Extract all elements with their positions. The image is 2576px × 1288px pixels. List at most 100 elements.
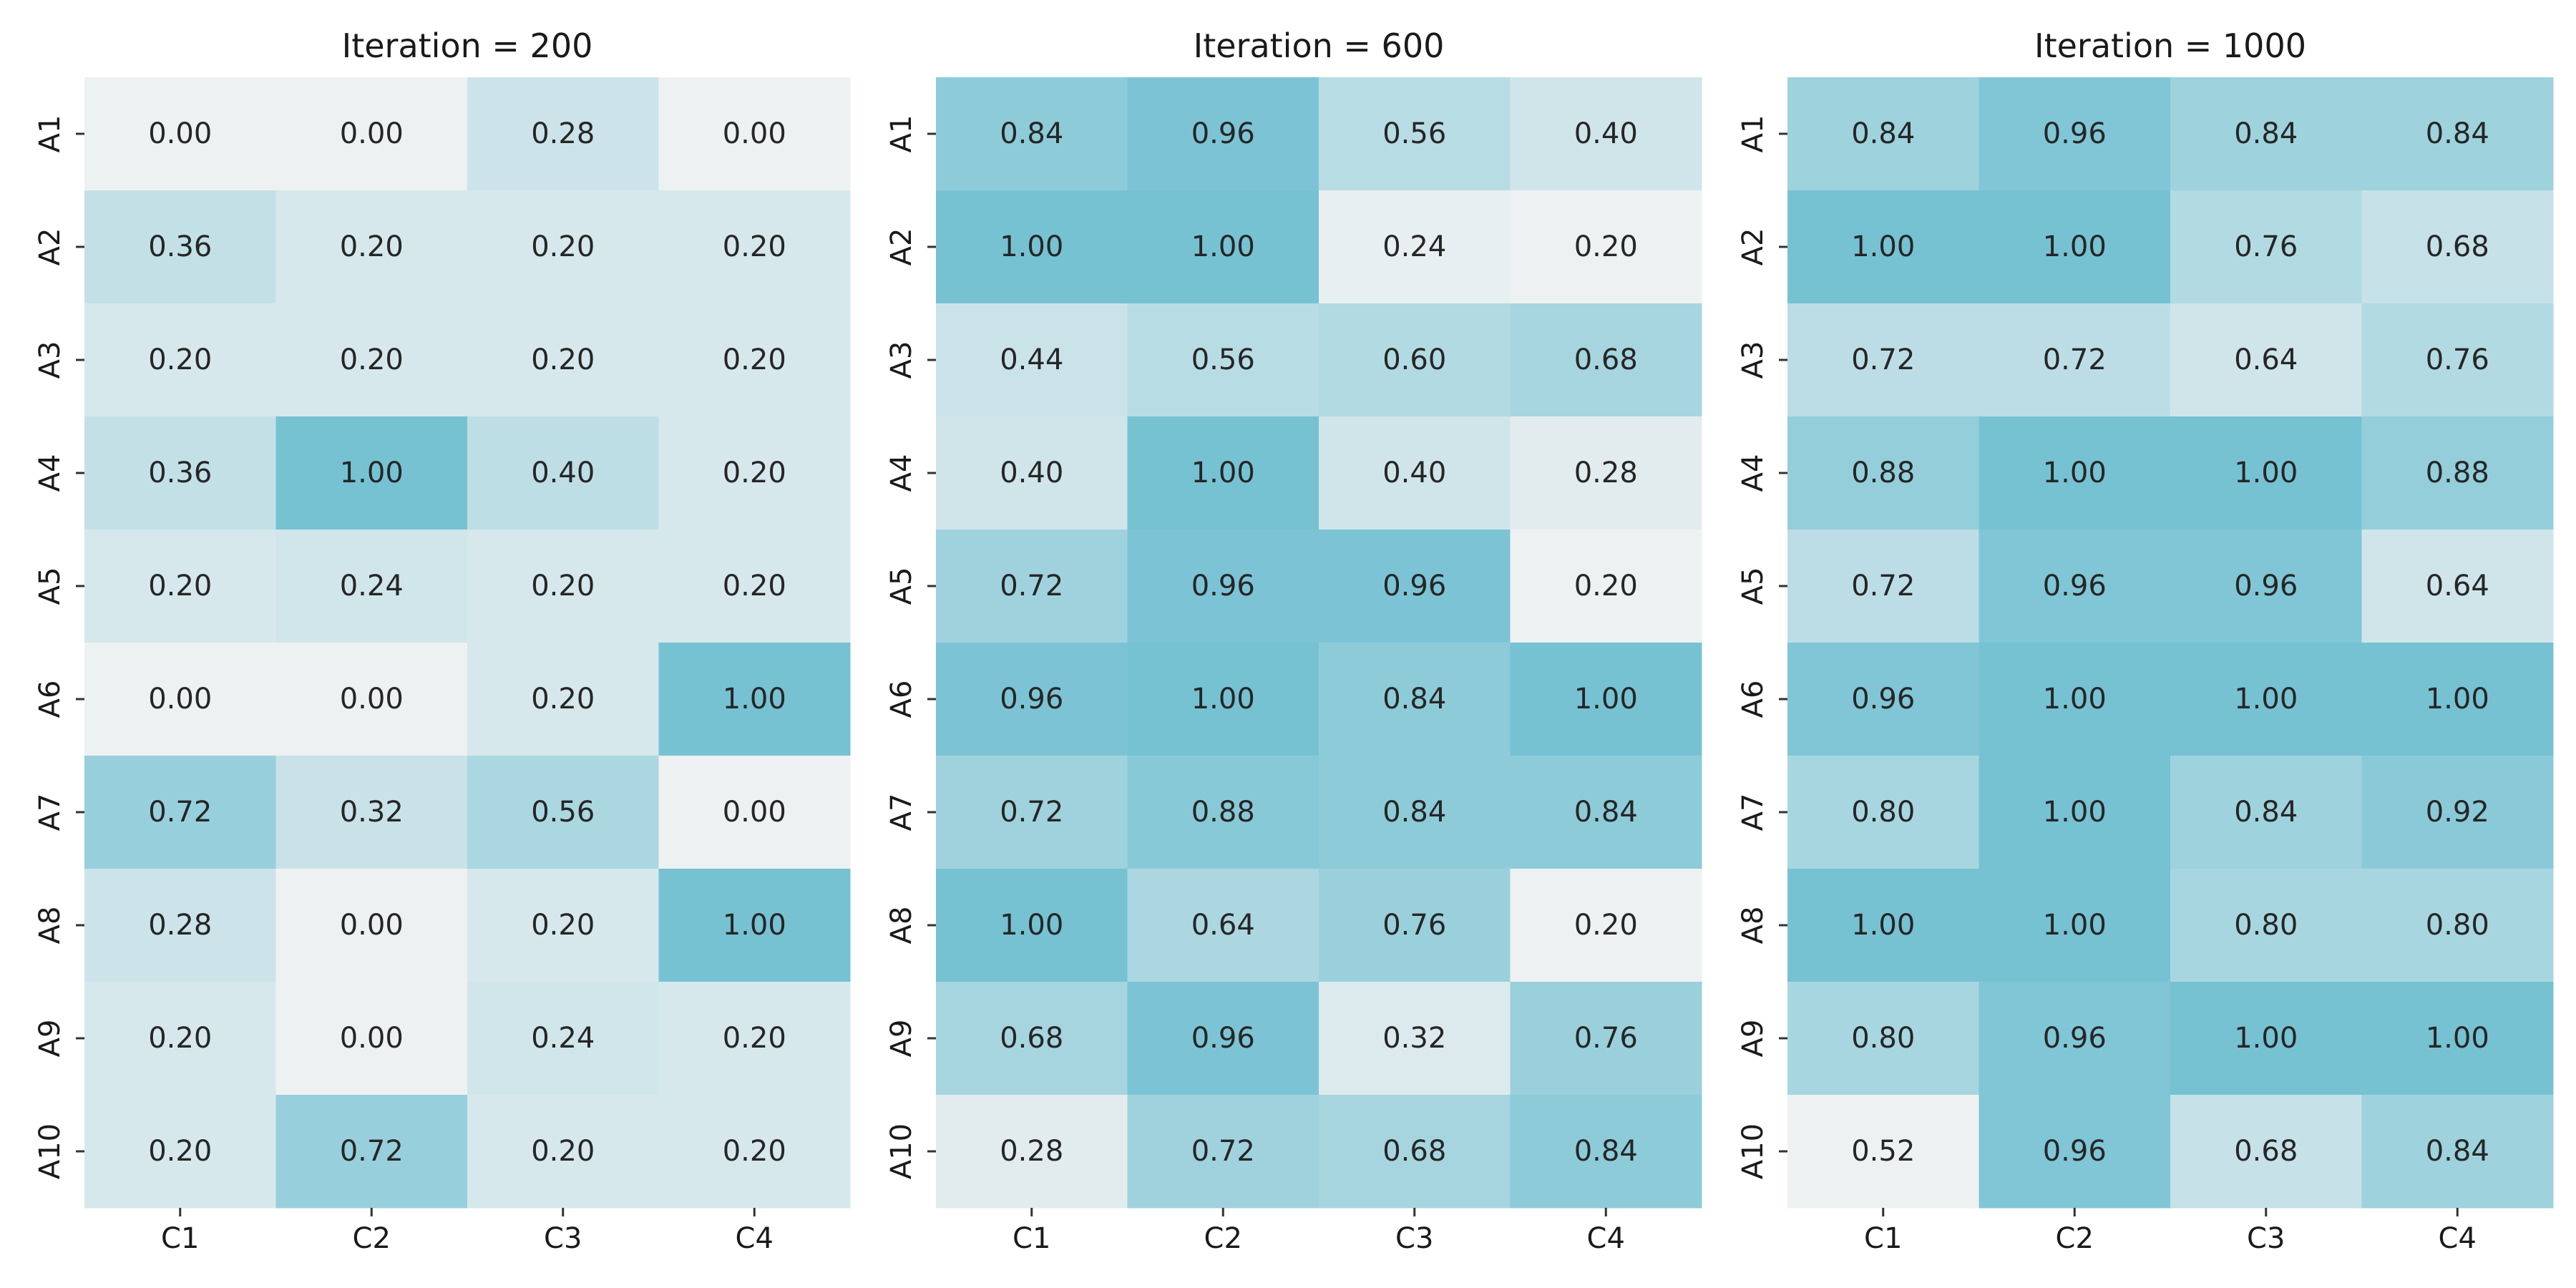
cell-value-label: 1.00	[1191, 683, 1255, 716]
cell-value-label: 0.00	[723, 796, 786, 829]
heatmap-cell	[1787, 530, 1979, 643]
cell-value-label: 0.20	[148, 343, 212, 376]
cell-value-label: 0.20	[340, 230, 404, 263]
heatmap-cell	[467, 869, 659, 982]
heatmap-cell	[936, 416, 1128, 530]
cell-value-label: 0.72	[1000, 796, 1063, 829]
y-tick-label: A6	[1737, 680, 1770, 718]
heatmap-cell	[1979, 756, 2171, 869]
y-tick-label: A4	[1737, 454, 1770, 492]
heatmap-cell	[1319, 982, 1511, 1096]
cell-value-label: 0.36	[148, 230, 212, 263]
cell-value-label: 0.96	[2234, 570, 2298, 602]
heatmap-cell	[84, 303, 276, 417]
y-tick-label: A9	[34, 1020, 67, 1058]
cell-value-label: 0.68	[1382, 1135, 1446, 1168]
heatmap-cell	[1319, 1095, 1511, 1209]
heatmap-cell	[2170, 416, 2362, 530]
cell-value-label: 0.20	[148, 570, 212, 602]
heatmap-cell	[2170, 530, 2362, 643]
heatmap-cell	[936, 303, 1128, 417]
heatmap-cell	[936, 756, 1128, 869]
cell-value-label: 0.24	[531, 1022, 595, 1055]
cell-value-label: 0.72	[1851, 343, 1915, 376]
cell-value-label: 0.96	[1000, 683, 1063, 716]
cell-value-label: 0.00	[723, 117, 786, 150]
heatmap-cell	[84, 756, 276, 869]
cell-value-label: 1.00	[2043, 796, 2107, 829]
x-tick-label: C1	[1013, 1222, 1050, 1255]
panel-title: Iteration = 1000	[2034, 26, 2306, 65]
heatmap-cell	[1319, 756, 1511, 869]
cell-value-label: 1.00	[723, 909, 786, 942]
y-tick-label: A3	[885, 341, 918, 379]
cell-value-label: 0.64	[2426, 570, 2489, 602]
cell-value-label: 1.00	[2043, 683, 2107, 716]
heatmap-cell	[275, 77, 468, 191]
heatmap-cell	[658, 77, 851, 191]
cell-value-label: 0.52	[1851, 1135, 1915, 1168]
y-tick-label: A4	[885, 454, 918, 492]
heatmap-cell	[1127, 416, 1319, 530]
cell-value-label: 0.56	[1382, 117, 1446, 150]
x-tick-label: C3	[2247, 1222, 2285, 1255]
heatmap-cell	[2361, 869, 2554, 982]
heatmap-cell	[2170, 1095, 2362, 1209]
cell-value-label: 0.96	[1191, 570, 1255, 602]
cell-value-label: 0.20	[148, 1135, 212, 1168]
cell-value-label: 0.96	[2043, 1135, 2107, 1168]
cell-value-label: 0.32	[1382, 1022, 1446, 1055]
y-tick-label: A2	[885, 228, 918, 266]
heatmap-cell	[275, 869, 468, 982]
heatmap-cell	[1787, 756, 1979, 869]
cell-value-label: 0.96	[2043, 117, 2107, 150]
cell-value-label: 0.88	[1191, 796, 1255, 829]
cell-value-label: 0.28	[531, 117, 595, 150]
heatmap-cell	[467, 77, 659, 191]
cell-value-label: 0.72	[1851, 570, 1915, 602]
cell-value-label: 0.68	[1574, 343, 1638, 376]
x-tick-label: C2	[353, 1222, 391, 1255]
cell-value-label: 0.20	[340, 343, 404, 376]
heatmap-cell	[658, 756, 851, 869]
heatmap-cell	[84, 530, 276, 643]
heatmap-cell	[1127, 756, 1319, 869]
cell-value-label: 0.88	[2426, 457, 2489, 489]
heatmap-cell	[2170, 982, 2362, 1096]
cell-value-label: 0.20	[1574, 230, 1638, 263]
heatmap-cell	[275, 982, 468, 1096]
heatmap-cell	[1510, 416, 1702, 530]
heatmap-cell	[467, 643, 659, 756]
heatmap-cell	[2361, 982, 2554, 1096]
heatmap-cell	[1787, 982, 1979, 1096]
x-tick-label: C3	[1395, 1222, 1433, 1255]
heatmap-cell	[1127, 643, 1319, 756]
heatmap-cell	[658, 190, 851, 304]
cell-value-label: 0.20	[723, 457, 786, 489]
heatmap-cell	[1510, 1095, 1702, 1209]
heatmap-cell	[2361, 190, 2554, 304]
cell-value-label: 0.56	[1191, 343, 1255, 376]
cell-value-label: 1.00	[1000, 230, 1063, 263]
cell-value-label: 0.76	[1574, 1022, 1638, 1055]
y-tick-label: A7	[1737, 794, 1770, 831]
cell-value-label: 0.84	[2234, 796, 2298, 829]
cell-value-label: 0.24	[1382, 230, 1446, 263]
heatmap-panel: Iteration = 600 0.84 0.96 0.56 0.40 1.00 1.00 0…	[885, 26, 1702, 1255]
heatmap-cell	[658, 982, 851, 1096]
heatmap-cell	[1127, 77, 1319, 191]
heatmap-cell	[467, 303, 659, 417]
heatmap-cell	[936, 982, 1128, 1096]
y-tick-label: A3	[1737, 341, 1770, 379]
heatmap-cell	[1510, 756, 1702, 869]
cell-value-label: 1.00	[2043, 230, 2107, 263]
panel-title: Iteration = 600	[1194, 26, 1445, 65]
cell-value-label: 0.20	[723, 1135, 786, 1168]
heatmap-cell	[275, 530, 468, 643]
heatmap-cell	[1510, 982, 1702, 1096]
cell-value-label: 0.20	[148, 1022, 212, 1055]
heatmap-cell	[1319, 77, 1511, 191]
cell-value-label: 0.28	[1000, 1135, 1063, 1168]
cell-value-label: 1.00	[2426, 1022, 2489, 1055]
y-tick-label: A6	[885, 680, 918, 718]
